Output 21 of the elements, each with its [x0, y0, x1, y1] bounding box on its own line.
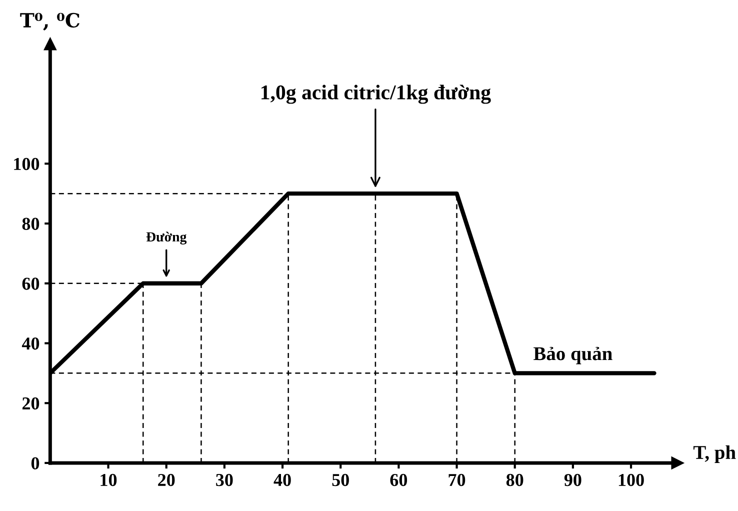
x-tick-label: 70	[448, 474, 466, 486]
y-tick-label: 60	[22, 278, 40, 290]
y-axis-title: T⁰, ⁰C	[20, 12, 80, 31]
x-tick-label: 50	[332, 474, 349, 486]
x-tick-label: 40	[274, 474, 291, 486]
x-axis-title: T, ph	[693, 445, 736, 463]
annotation: 1,0g acid citric/1kg đường	[262, 84, 491, 104]
x-tick-label: 80	[506, 474, 524, 486]
x-tick-label: 30	[216, 474, 233, 486]
y-tick-label: 100	[14, 158, 40, 170]
x-tick-label: 90	[564, 474, 582, 486]
y-tick-label: 80	[22, 218, 40, 230]
y-tick-label: 0	[31, 457, 40, 470]
x-tick-label: 20	[158, 474, 175, 486]
y-tick-label: 20	[22, 397, 40, 410]
annotation: Đường	[146, 232, 187, 244]
x-tick-label: 100	[618, 474, 644, 486]
x-tick-label: 10	[100, 474, 117, 486]
annotation: Bảo quản	[534, 346, 612, 364]
y-tick-label: 40	[22, 338, 40, 350]
x-tick-label: 60	[390, 474, 408, 486]
